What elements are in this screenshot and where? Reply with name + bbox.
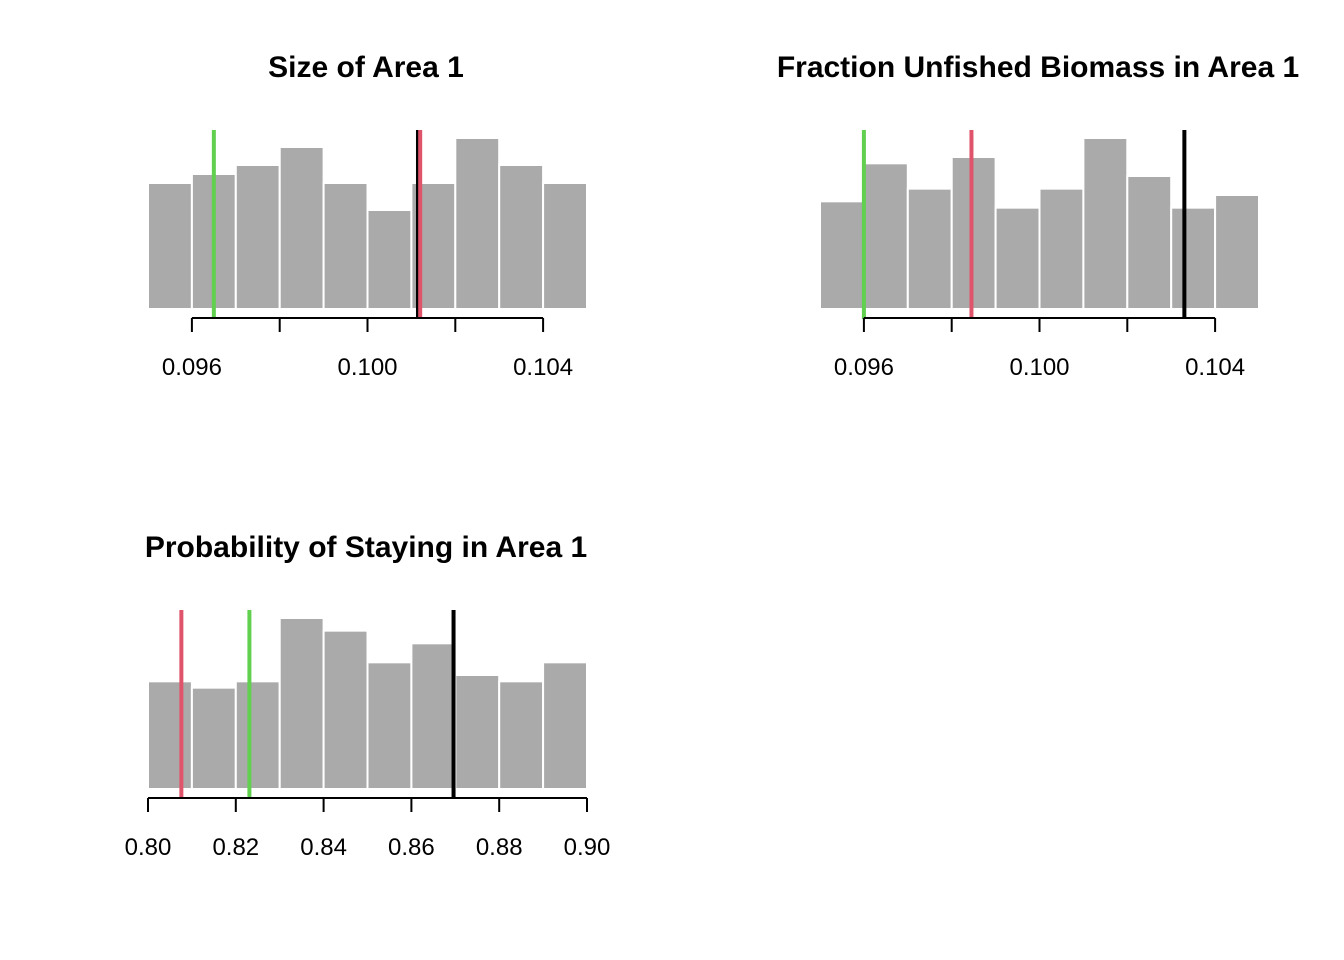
histogram-bar <box>366 661 413 790</box>
x-tick-label: 0.82 <box>212 834 259 861</box>
histogram-bar <box>862 162 909 310</box>
histogram-bar <box>1126 175 1173 310</box>
histogram-bar <box>994 206 1041 311</box>
histogram-bar <box>278 146 325 310</box>
histogram-bar <box>906 187 953 311</box>
x-tick-label: 0.096 <box>834 354 894 381</box>
x-tick-label: 0.100 <box>337 354 397 381</box>
x-tick-label: 0.88 <box>476 834 523 861</box>
histogram-bar <box>190 686 237 791</box>
histogram-bar <box>366 209 413 310</box>
x-tick-label: 0.096 <box>162 354 222 381</box>
histogram-bar <box>498 164 545 310</box>
x-tick-label: 0.104 <box>1185 354 1245 381</box>
histogram-bar <box>498 680 545 790</box>
x-tick-label: 0.100 <box>1009 354 1069 381</box>
histogram-bar <box>1214 194 1260 310</box>
histogram-bar <box>410 642 457 790</box>
histogram-bar <box>454 137 501 310</box>
histogram-bar <box>147 182 193 310</box>
chart-title: Size of Area 1 <box>268 51 464 84</box>
x-tick-label: 0.86 <box>388 834 435 861</box>
histogram-panel-2: Fraction Unfished Biomass in Area 1 0.096… <box>777 51 1299 381</box>
chart-title: Probability of Staying in Area 1 <box>145 531 587 564</box>
histogram-bar <box>454 674 501 790</box>
histogram-bar <box>278 617 325 790</box>
histogram-bar <box>542 661 588 790</box>
histogram-bar <box>1082 137 1129 310</box>
histogram-bar <box>322 182 369 310</box>
histogram-bar <box>1170 206 1217 311</box>
x-tick-label: 0.104 <box>513 354 573 381</box>
histogram-bar <box>542 182 588 310</box>
histogram-bar <box>1038 187 1085 311</box>
histogram-bar <box>950 156 997 310</box>
x-tick-label: 0.90 <box>564 834 611 861</box>
histogram-panel-3: Probability of Staying in Area 1 0.80 0.82… <box>125 531 611 861</box>
x-tick-label: 0.80 <box>125 834 172 861</box>
histogram-bar <box>234 164 281 310</box>
histogram-bar <box>234 680 281 790</box>
chart-title: Fraction Unfished Biomass in Area 1 <box>777 51 1299 84</box>
histogram-bar <box>819 200 865 310</box>
histogram-panel-1: Size of Area 1 0.096 0.100 0.104 <box>147 51 588 381</box>
histogram-bar <box>322 629 369 791</box>
histogram-bar <box>147 680 193 790</box>
x-tick-label: 0.84 <box>300 834 347 861</box>
